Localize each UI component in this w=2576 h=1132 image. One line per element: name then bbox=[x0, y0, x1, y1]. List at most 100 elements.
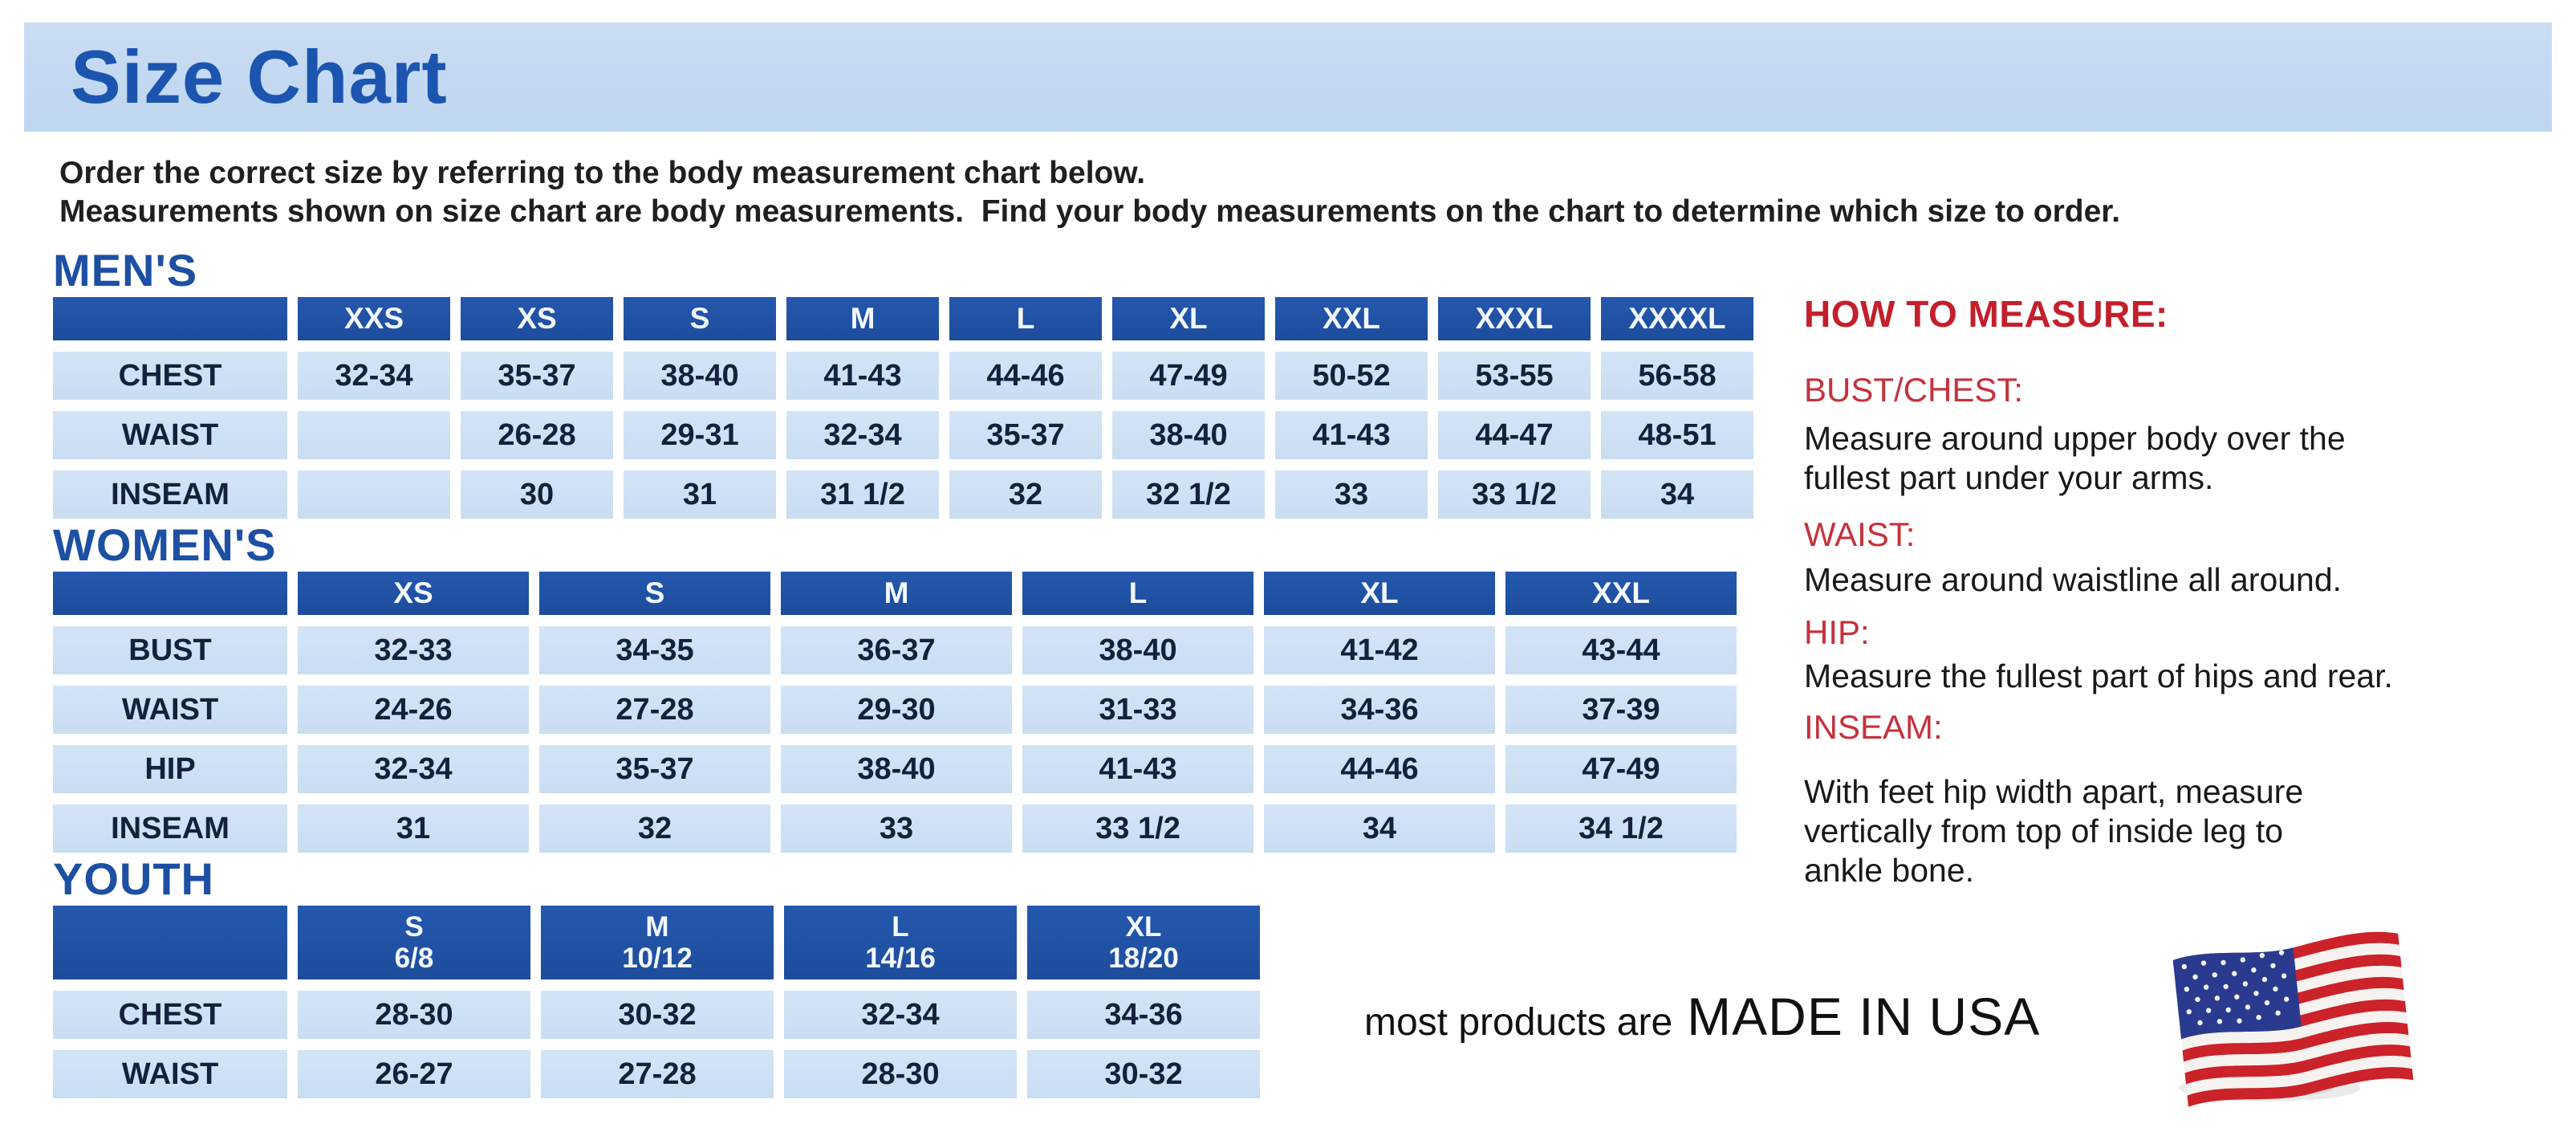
table-cell: 28-30 bbox=[298, 991, 530, 1039]
womens-row-label: HIP bbox=[53, 745, 287, 793]
table-cell: 34 bbox=[1264, 804, 1495, 853]
youth-size-range: 14/16 bbox=[865, 943, 936, 974]
womens-row-label: WAIST bbox=[53, 686, 287, 734]
mens-col-header: XXXL bbox=[1438, 297, 1591, 340]
youth-size-range: 6/8 bbox=[394, 943, 434, 974]
womens-col-header: XL bbox=[1264, 572, 1495, 615]
table-cell: 56-58 bbox=[1601, 352, 1753, 400]
youth-row-label: WAIST bbox=[53, 1050, 287, 1098]
mens-col-header: XL bbox=[1112, 297, 1265, 340]
mens-col-header: S bbox=[624, 297, 776, 340]
made-in-usa-text: MADE IN USA bbox=[1687, 987, 2041, 1046]
table-cell: 47-49 bbox=[1112, 352, 1265, 400]
table-cell: 38-40 bbox=[781, 745, 1012, 793]
table-cell: 34-36 bbox=[1264, 686, 1495, 734]
womens-col-header: XS bbox=[298, 572, 529, 615]
table-cell: 53-55 bbox=[1438, 352, 1591, 400]
table-cell: 32-34 bbox=[298, 352, 450, 400]
table-cell: 36-37 bbox=[781, 626, 1012, 674]
table-cell: 30-32 bbox=[541, 991, 774, 1039]
table-cell: 26-28 bbox=[461, 411, 613, 459]
table-cell: 32 bbox=[539, 804, 770, 853]
table-cell: 38-40 bbox=[1022, 626, 1253, 674]
table-cell: 26-27 bbox=[298, 1050, 530, 1098]
table-cell: 35-37 bbox=[539, 745, 770, 793]
mens-col-header: XS bbox=[461, 297, 613, 340]
table-cell: 48-51 bbox=[1601, 411, 1753, 459]
table-cell: 32-34 bbox=[784, 991, 1017, 1039]
youth-col-header: S 6/8 bbox=[298, 906, 530, 979]
youth-size-range: 10/12 bbox=[622, 943, 693, 974]
measure-text-waist: Measure around waistline all around. bbox=[1804, 561, 2342, 598]
table-cell: 37-39 bbox=[1505, 686, 1737, 734]
table-cell: 41-42 bbox=[1264, 626, 1495, 674]
mens-row-label: WAIST bbox=[53, 411, 287, 459]
table-cell: 30-32 bbox=[1027, 1050, 1260, 1098]
table-cell: 33 bbox=[781, 804, 1012, 853]
mens-col-header: XXL bbox=[1275, 297, 1428, 340]
table-cell: 41-43 bbox=[786, 352, 939, 400]
table-cell: 41-43 bbox=[1275, 411, 1428, 459]
youth-row-label: CHEST bbox=[53, 991, 287, 1039]
measure-label-waist: WAIST: bbox=[1804, 515, 1916, 553]
womens-col-header: S bbox=[539, 572, 770, 615]
womens-col-header: L bbox=[1022, 572, 1253, 615]
table-cell: 30 bbox=[461, 470, 613, 519]
intro-line-2: Measurements shown on size chart are bod… bbox=[59, 194, 2121, 229]
table-cell: 33 1/2 bbox=[1438, 470, 1591, 519]
how-to-measure-heading: HOW TO MEASURE: bbox=[1804, 293, 2168, 335]
banner: Size Chart bbox=[24, 22, 2552, 132]
womens-row-label: INSEAM bbox=[53, 804, 287, 853]
youth-col-header: XL 18/20 bbox=[1027, 906, 1260, 979]
table-cell: 31 bbox=[624, 470, 776, 519]
table-cell: 35-37 bbox=[461, 352, 613, 400]
womens-size-table: XS S M L XL XXL BUST 32-33 34-35 36-37 3… bbox=[53, 572, 1737, 853]
youth-size: M bbox=[645, 910, 669, 943]
mens-row-label: CHEST bbox=[53, 352, 287, 400]
intro-line-1: Order the correct size by referring to t… bbox=[59, 156, 1146, 190]
mens-size-table: XXS XS S M L XL XXL XXXL XXXXL CHEST 32-… bbox=[53, 297, 1753, 519]
page-title: Size Chart bbox=[71, 35, 448, 119]
womens-heading: WOMEN'S bbox=[53, 519, 277, 570]
table-cell: 33 1/2 bbox=[1022, 804, 1253, 853]
table-cell: 50-52 bbox=[1275, 352, 1428, 400]
table-cell: 34 1/2 bbox=[1505, 804, 1737, 853]
table-cell: 32-34 bbox=[298, 745, 529, 793]
womens-row-label: BUST bbox=[53, 626, 287, 674]
womens-col-header: M bbox=[781, 572, 1012, 615]
womens-header-corner bbox=[53, 572, 287, 615]
measure-label-inseam: INSEAM: bbox=[1804, 708, 1943, 746]
table-cell bbox=[298, 411, 450, 459]
mens-col-header: XXXXL bbox=[1601, 297, 1753, 340]
measure-label-bust-chest: BUST/CHEST: bbox=[1804, 371, 2024, 409]
measure-label-hip: HIP: bbox=[1804, 613, 1870, 651]
mens-col-header: M bbox=[786, 297, 939, 340]
youth-col-header: L 14/16 bbox=[784, 906, 1017, 979]
table-cell: 32-34 bbox=[786, 411, 939, 459]
table-cell: 29-30 bbox=[781, 686, 1012, 734]
mens-col-header: L bbox=[949, 297, 1102, 340]
table-cell: 32 1/2 bbox=[1112, 470, 1265, 519]
youth-col-header: M 10/12 bbox=[541, 906, 774, 979]
usa-flag-icon bbox=[2172, 931, 2414, 1109]
youth-size: L bbox=[892, 910, 909, 943]
table-cell: 31-33 bbox=[1022, 686, 1253, 734]
womens-col-header: XXL bbox=[1505, 572, 1737, 615]
youth-size: S bbox=[404, 910, 424, 943]
table-cell: 38-40 bbox=[1112, 411, 1265, 459]
table-cell: 44-46 bbox=[1264, 745, 1495, 793]
youth-size-table: S 6/8 M 10/12 L 14/16 XL 18/20 CHEST 28-… bbox=[53, 906, 1260, 1098]
table-cell: 47-49 bbox=[1505, 745, 1737, 793]
measure-text-bust-chest: Measure around upper body over the fulle… bbox=[1804, 420, 2346, 496]
mens-row-label: INSEAM bbox=[53, 470, 287, 519]
table-cell: 41-43 bbox=[1022, 745, 1253, 793]
mens-header-corner bbox=[53, 297, 287, 340]
table-cell: 43-44 bbox=[1505, 626, 1737, 674]
made-in-prefix: most products are bbox=[1364, 1001, 1673, 1044]
youth-header-corner bbox=[53, 906, 287, 979]
measure-text-hip: Measure the fullest part of hips and rea… bbox=[1804, 658, 2393, 694]
table-cell: 44-47 bbox=[1438, 411, 1591, 459]
table-cell: 24-26 bbox=[298, 686, 529, 734]
made-in-usa-note: most products are MADE IN USA bbox=[1364, 986, 2040, 1047]
